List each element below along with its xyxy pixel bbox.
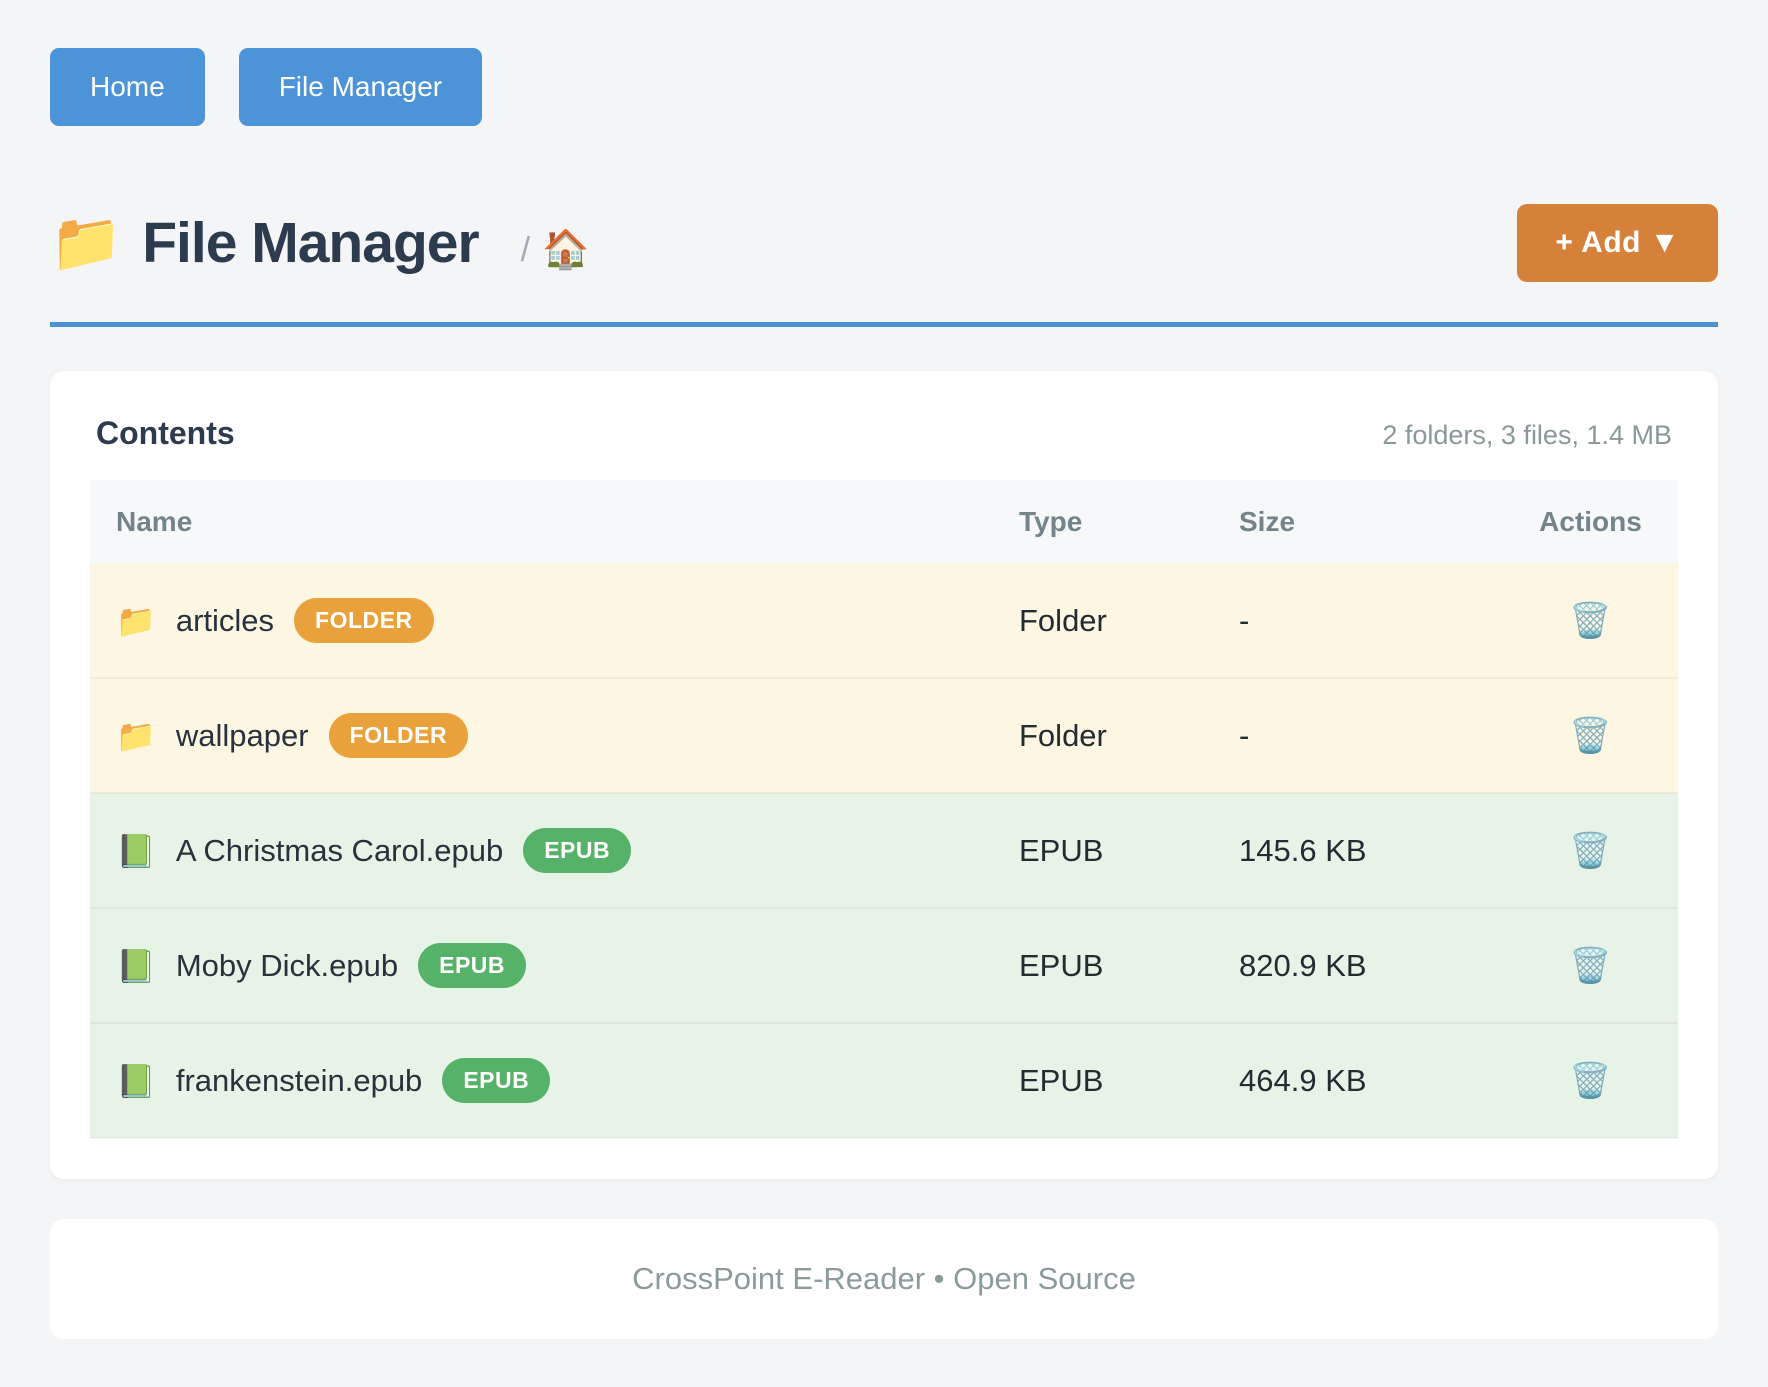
breadcrumb-separator: / [520,230,531,269]
file-name-cell[interactable]: 📗 frankenstein.epub EPUB [116,1058,967,1103]
delete-button[interactable]: 🗑️ [1567,832,1613,870]
file-type: EPUB [993,908,1213,1024]
title-wrap: 📁 File Manager / 🏠 [50,210,589,276]
breadcrumb: / 🏠 [521,231,590,270]
folder-icon: 📁 [50,210,123,275]
delete-button[interactable]: 🗑️ [1567,717,1613,755]
table-row[interactable]: 📗 Moby Dick.epub EPUB EPUB 820.9 KB 🗑️ [90,908,1678,1024]
file-size: 464.9 KB [1213,1023,1503,1139]
file-type: Folder [993,564,1213,679]
table-header-row: Name Type Size Actions [90,480,1678,564]
file-name: A Christmas Carol.epub [175,832,504,868]
top-navigation: Home File Manager [50,48,1718,126]
trash-icon: 🗑️ [1569,831,1612,870]
trash-icon: 🗑️ [1569,946,1612,985]
file-name: wallpaper [175,717,309,753]
file-name-cell[interactable]: 📗 A Christmas Carol.epub EPUB [116,828,967,873]
file-kind-badge: FOLDER [294,598,434,643]
table-row[interactable]: 📁 wallpaper FOLDER Folder - 🗑️ [90,678,1678,794]
delete-button[interactable]: 🗑️ [1567,947,1613,985]
file-name: Moby Dick.epub [175,947,399,983]
file-size: - [1213,564,1503,679]
file-name-cell[interactable]: 📁 wallpaper FOLDER [116,713,967,758]
file-name-cell[interactable]: 📁 articles FOLDER [116,598,967,643]
file-kind-badge: EPUB [442,1058,551,1103]
page-title: File Manager [142,211,479,275]
nav-home-button[interactable]: Home [50,48,205,126]
footer: CrossPoint E-Reader • Open Source [50,1219,1718,1339]
column-header-name: Name [90,480,993,564]
file-name: articles [175,602,275,638]
file-type: EPUB [993,793,1213,909]
page-header: 📁 File Manager / 🏠 + Add ▼ [50,204,1718,282]
file-type: EPUB [993,1023,1213,1139]
delete-button[interactable]: 🗑️ [1567,1062,1613,1100]
delete-button[interactable]: 🗑️ [1567,602,1613,640]
file-kind-badge: FOLDER [328,713,469,758]
file-size: - [1213,678,1503,794]
file-type-icon: 📗 [116,832,156,869]
file-name: frankenstein.epub [175,1062,423,1098]
trash-icon: 🗑️ [1569,1061,1612,1100]
table-row[interactable]: 📁 articles FOLDER Folder - 🗑️ [90,564,1678,679]
file-kind-badge: EPUB [523,828,632,873]
file-table: Name Type Size Actions 📁 articles FOLDER [90,480,1678,1139]
file-type-icon: 📁 [116,717,156,754]
file-kind-badge: EPUB [418,943,527,988]
column-header-size: Size [1213,480,1503,564]
nav-file-manager-button[interactable]: File Manager [238,48,483,126]
table-row[interactable]: 📗 A Christmas Carol.epub EPUB EPUB 145.6… [90,793,1678,909]
file-type: Folder [993,678,1213,794]
file-name-cell[interactable]: 📗 Moby Dick.epub EPUB [116,943,967,988]
add-button[interactable]: + Add ▼ [1517,204,1718,282]
header-divider [50,322,1718,327]
column-header-actions: Actions [1503,480,1678,564]
footer-text: CrossPoint E-Reader • Open Source [632,1261,1136,1296]
contents-summary: 2 folders, 3 files, 1.4 MB [1382,420,1672,450]
table-row[interactable]: 📗 frankenstein.epub EPUB EPUB 464.9 KB 🗑… [90,1023,1678,1139]
contents-card: Contents 2 folders, 3 files, 1.4 MB Name… [50,371,1718,1179]
home-icon[interactable]: 🏠 [542,229,590,271]
file-type-icon: 📗 [116,1062,156,1099]
file-type-icon: 📁 [116,602,156,639]
column-header-type: Type [993,480,1213,564]
contents-card-header: Contents 2 folders, 3 files, 1.4 MB [90,415,1678,452]
file-size: 820.9 KB [1213,908,1503,1024]
contents-title: Contents [96,415,235,451]
file-type-icon: 📗 [116,947,156,984]
trash-icon: 🗑️ [1569,716,1612,755]
file-size: 145.6 KB [1213,793,1503,909]
trash-icon: 🗑️ [1569,601,1612,640]
